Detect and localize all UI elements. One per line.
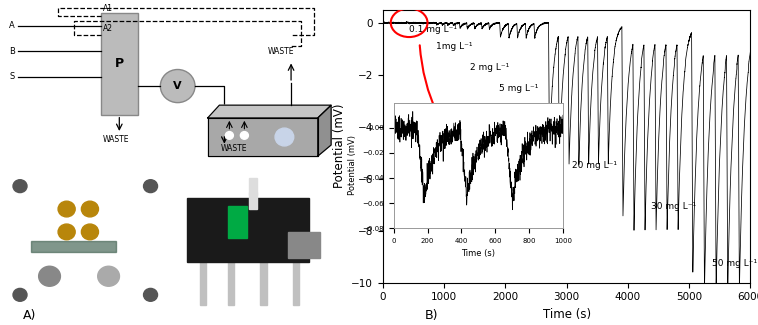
Text: 50 mg L⁻¹: 50 mg L⁻¹ (713, 259, 757, 268)
Text: P: P (114, 57, 124, 70)
Circle shape (81, 201, 99, 217)
Y-axis label: Potential (mV): Potential (mV) (333, 104, 346, 188)
Circle shape (81, 224, 99, 240)
Text: A: A (9, 21, 15, 30)
Text: 1mg L⁻¹: 1mg L⁻¹ (436, 42, 472, 51)
X-axis label: Time (s): Time (s) (543, 308, 590, 321)
Circle shape (143, 180, 158, 193)
Text: 30 mg L⁻¹: 30 mg L⁻¹ (651, 202, 697, 211)
Text: S: S (9, 72, 14, 81)
Text: A): A) (23, 309, 36, 322)
Bar (288, 232, 321, 258)
Bar (200, 259, 206, 305)
Bar (227, 259, 234, 305)
Bar (249, 192, 257, 209)
Text: 2 mg L⁻¹: 2 mg L⁻¹ (471, 63, 509, 72)
Text: WASTE: WASTE (221, 144, 248, 153)
Bar (101, 13, 138, 115)
Circle shape (58, 224, 75, 240)
Text: WASTE: WASTE (268, 47, 294, 56)
Polygon shape (208, 105, 331, 118)
Text: V: V (174, 81, 182, 91)
Circle shape (225, 132, 233, 139)
Polygon shape (318, 105, 331, 156)
Circle shape (275, 128, 294, 146)
Text: 5 mg L⁻¹: 5 mg L⁻¹ (500, 84, 539, 93)
Circle shape (98, 266, 120, 286)
Bar (293, 259, 299, 305)
Circle shape (240, 132, 249, 139)
Text: WASTE: WASTE (102, 135, 129, 144)
Bar (260, 259, 267, 305)
Circle shape (39, 266, 61, 286)
Text: A1: A1 (102, 5, 113, 13)
Circle shape (13, 288, 27, 301)
Text: A2: A2 (102, 23, 113, 32)
Circle shape (143, 288, 158, 301)
Circle shape (161, 70, 195, 103)
Bar (227, 206, 247, 238)
Text: 0.1 mg L⁻¹: 0.1 mg L⁻¹ (409, 25, 457, 34)
Polygon shape (208, 118, 318, 156)
Bar (186, 198, 309, 262)
Circle shape (13, 180, 27, 193)
Text: 20 mg L⁻¹: 20 mg L⁻¹ (572, 161, 616, 170)
Circle shape (58, 201, 75, 217)
Text: B: B (9, 46, 15, 56)
Bar (249, 177, 257, 195)
Bar (31, 240, 117, 252)
Text: B): B) (424, 309, 438, 322)
